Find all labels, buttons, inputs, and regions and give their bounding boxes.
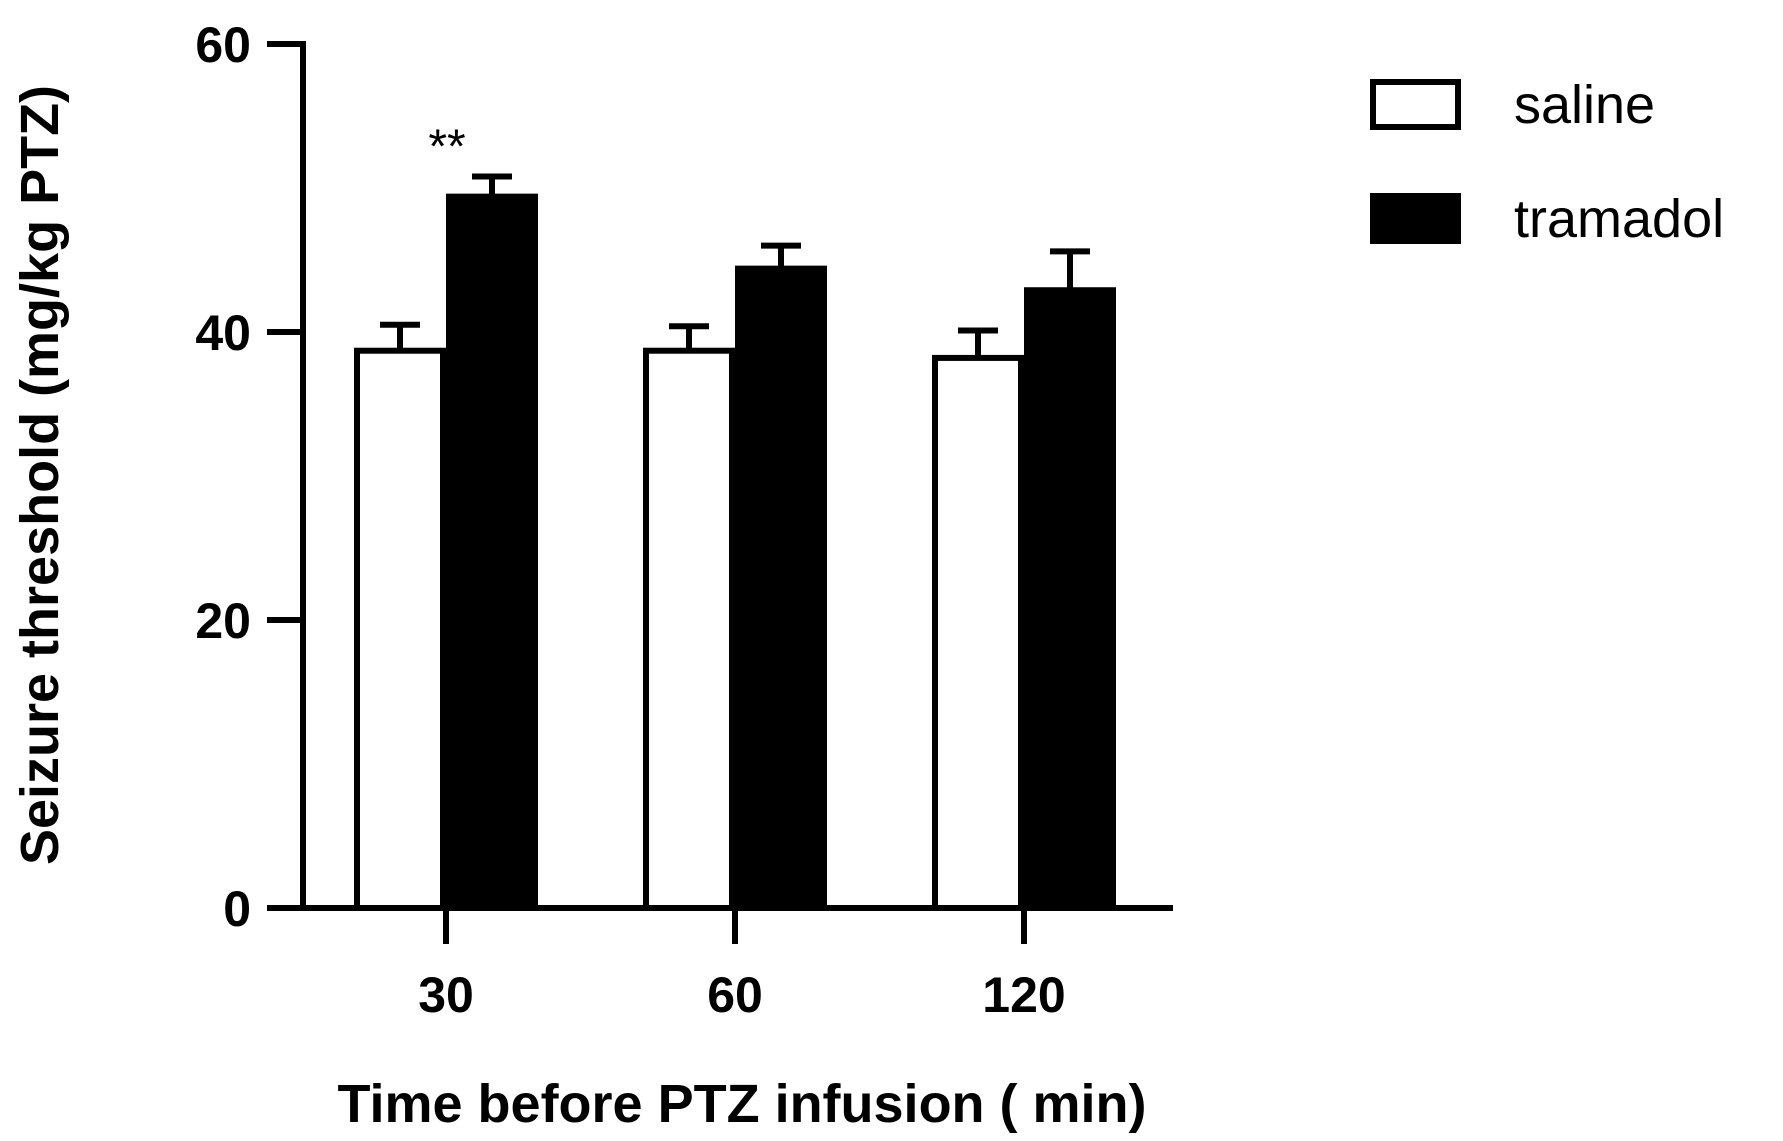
y-tick-label-0: 0: [223, 881, 251, 937]
legend-swatch-saline: [1370, 79, 1461, 130]
x-tick-label-120: 120: [982, 967, 1065, 1023]
legend-label-saline: saline: [1514, 75, 1655, 135]
y-tick-label-20: 20: [195, 593, 251, 649]
legend-swatch-tramadol: [1370, 193, 1461, 244]
x-tick-label-60: 60: [707, 967, 763, 1023]
bar-saline-120: [932, 354, 1024, 912]
annotations-group: **: [428, 120, 465, 173]
y-tick-label-40: 40: [195, 305, 251, 361]
bar-tramadol-120: [1024, 287, 1116, 911]
legend: saline tramadol: [1370, 75, 1724, 249]
legend-label-tramadol: tramadol: [1514, 189, 1724, 249]
bar-saline-60: [643, 347, 735, 912]
bar-saline-30: [354, 347, 446, 912]
bar-tramadol-60: [735, 265, 827, 911]
y-axis: 0 20 40 60: [195, 17, 306, 937]
y-axis-title: Seizure threshold (mg/kg PTZ): [10, 85, 70, 865]
bar-tramadol-30: [446, 193, 538, 911]
x-tick-label-30: 30: [418, 967, 474, 1023]
bars-group: [354, 173, 1116, 912]
x-axis: 30 60 120: [303, 905, 1173, 1023]
significance-annotation-30: **: [428, 120, 465, 173]
y-tick-label-60: 60: [195, 17, 251, 73]
x-axis-title: Time before PTZ infusion ( min): [337, 1074, 1146, 1134]
